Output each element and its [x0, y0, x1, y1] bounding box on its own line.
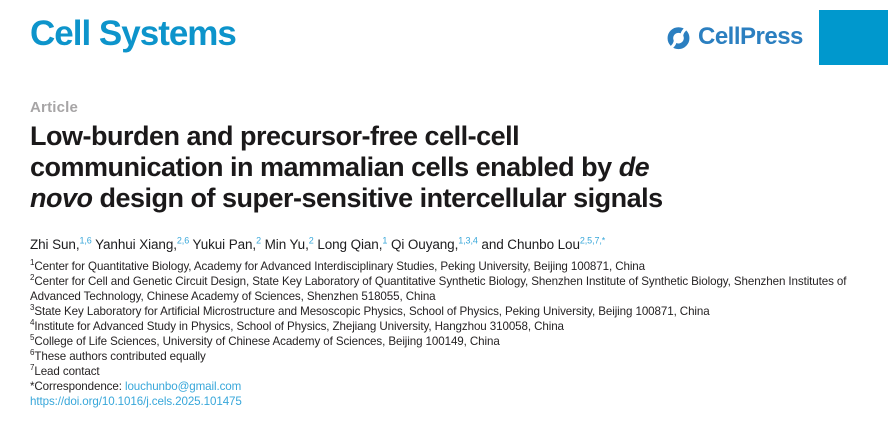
- affiliation-item: 4Institute for Advanced Study in Physics…: [30, 318, 564, 333]
- affiliation-item: 3State Key Laboratory for Artificial Mic…: [30, 303, 710, 318]
- doi-line: https://doi.org/10.1016/j.cels.2025.1014…: [30, 394, 870, 409]
- affiliation-marker: 4: [30, 318, 35, 328]
- affiliation-item: 2Center for Cell and Genetic Circuit Des…: [30, 273, 847, 303]
- author-affiliation-marker: 1: [382, 235, 388, 246]
- title-text-2: design of super-sensitive intercellular …: [92, 183, 664, 213]
- correspondence-label: *Correspondence:: [30, 380, 125, 393]
- author-affiliation-marker: 1,6: [79, 235, 92, 246]
- author-affiliation-marker: 1,3,4: [458, 235, 478, 246]
- affiliation-item: 7Lead contact: [30, 363, 100, 378]
- author-affiliation-marker: 2,6: [176, 235, 190, 246]
- journal-title: Cell Systems: [30, 14, 237, 53]
- affiliation-marker: 1: [30, 258, 35, 268]
- affiliation-item: 6These authors contributed equally: [30, 348, 206, 363]
- affiliation-marker: 2: [30, 273, 35, 283]
- affiliation-marker: 5: [30, 333, 35, 343]
- author-name: Qi Ouyang,: [390, 237, 459, 252]
- title-text-1: Low-burden and precursor-free cell-cell …: [30, 121, 619, 182]
- title-italic: de novo: [30, 152, 650, 213]
- author-affiliation-marker: 2,5,7,*: [579, 235, 606, 246]
- author-line: Zhi Sun,1,6 Yanhui Xiang,2,6 Yukui Pan,2…: [30, 235, 870, 252]
- article-title: Low-burden and precursor-free cell-cell …: [30, 121, 675, 214]
- affiliation-marker: 7: [30, 363, 35, 373]
- author-name: Zhi Sun,: [30, 237, 80, 252]
- author-affiliation-marker: 2: [308, 235, 314, 246]
- article-type-label: Article: [30, 99, 79, 116]
- author-name: Yanhui Xiang,: [95, 237, 177, 252]
- author-name: Min Yu,: [264, 237, 309, 252]
- author-name: Yukui Pan,: [192, 237, 257, 252]
- correspondence-email-link[interactable]: louchunbo@gmail.com: [124, 380, 242, 393]
- author-affiliation-marker: 2: [256, 235, 261, 246]
- affiliation-item: 5College of Life Sciences, University of…: [30, 333, 500, 348]
- correspondence-line: *Correspondence: louchunbo@gmail.com: [30, 379, 870, 394]
- publisher-name: CellPress: [698, 23, 803, 50]
- cellpress-logo: CellPress: [666, 23, 803, 51]
- affiliation-marker: 6: [30, 348, 35, 358]
- author-name: and Chunbo Lou: [481, 237, 580, 252]
- affiliation-marker: 3: [30, 303, 35, 313]
- cellpress-chain-icon: [667, 24, 690, 50]
- author-name: Long Qian,: [317, 237, 383, 252]
- affiliations-list: 1Center for Quantitative Biology, Academ…: [30, 259, 870, 379]
- doi-link[interactable]: https://doi.org/10.1016/j.cels.2025.1014…: [30, 395, 242, 408]
- affiliation-item: 1Center for Quantitative Biology, Academ…: [30, 258, 646, 273]
- header-blue-band: [819, 10, 888, 65]
- footnotes-block: 1Center for Quantitative Biology, Academ…: [30, 259, 870, 409]
